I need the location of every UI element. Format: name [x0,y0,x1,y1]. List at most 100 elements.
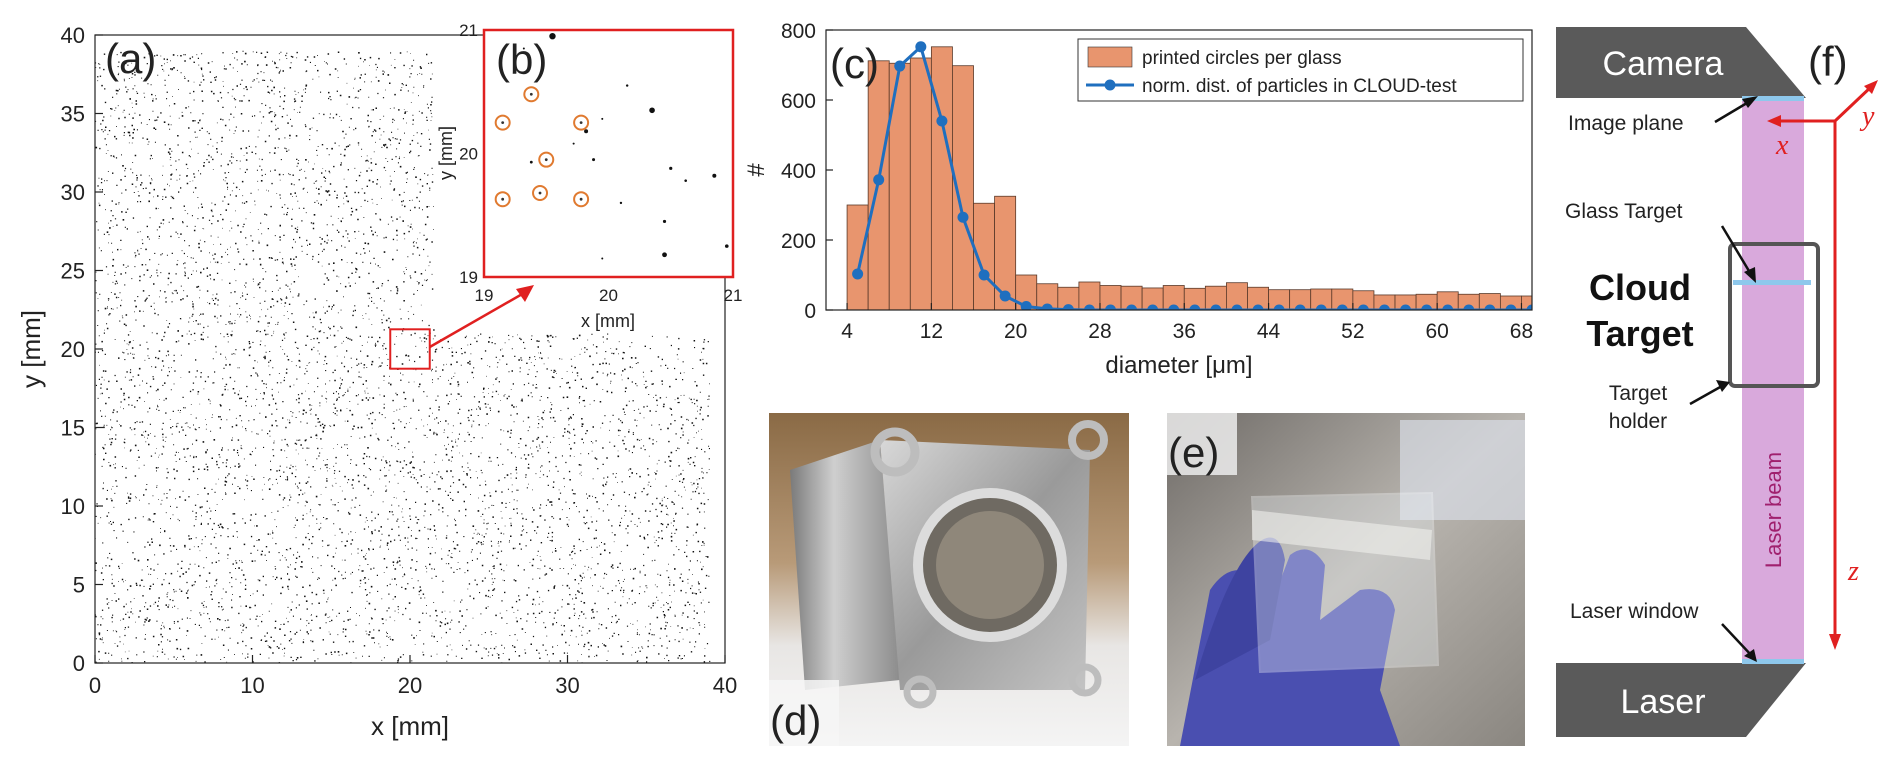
panel-b-y-tick-label: 19 [459,268,478,287]
cloud-test-marker [1168,304,1180,310]
glass-target-pointer [1720,225,1754,277]
panel-a-y-axis-label: y [mm] [16,310,46,388]
panel-e-photo: (e) [1167,413,1525,746]
legend-swatch-bars [1087,46,1133,68]
x-tick-label: 30 [555,673,579,698]
panel-b-y-tick-label: 21 [459,21,478,40]
camera-label: Camera [1603,45,1724,83]
glass-target-pointer-head [1744,267,1756,283]
cloud-test-marker [1147,304,1159,310]
mount-ring-bottom-left [903,675,937,709]
panel-b-x-tick-label: 19 [475,286,494,305]
cloud-test-marker [1126,304,1138,310]
c-y-tick-label: 800 [781,20,816,43]
histogram-bar [952,65,974,310]
cloud-test-marker [1273,304,1285,310]
highlighted-center [538,191,542,195]
c-y-tick-label: 0 [804,300,816,323]
c-x-tick-label: 28 [1088,320,1111,343]
panel-c-letter: (c) [830,40,879,87]
c-y-tick-label: 400 [781,160,816,183]
cloud-test-marker [1463,304,1475,310]
image-plane-label: Image plane [1568,112,1684,135]
y-axis-arrowhead [1864,80,1878,94]
cloud-test-marker [1484,304,1496,310]
panel-b-x-axis-label: x [mm] [581,311,635,331]
legend-label-line: norm. dist. of particles in CLOUD-test [1142,76,1457,97]
zoom-point [649,107,655,114]
panel-b-points [494,32,729,260]
highlighted-center [501,121,505,125]
panel-a-zoom-box [389,328,431,370]
zoom-point [572,142,575,145]
zoom-point [584,129,589,134]
y-tick-label: 20 [61,337,85,362]
cloud-test-marker [1252,304,1264,310]
photo-e-label-backdrop [1167,413,1237,475]
histogram-bar [909,57,932,310]
c-x-tick-label: 36 [1173,320,1196,343]
highlighted-circle [573,114,590,131]
c-y-tick-label: 200 [781,230,816,253]
zoom-point [625,84,629,87]
zoom-point [549,32,556,40]
highlighted-center [579,197,583,201]
highlighted-circle [532,185,549,202]
panel-b-frame [482,28,735,279]
highlighted-center [529,92,533,96]
y-tick-label: 5 [73,573,85,598]
c-x-tick-label: 20 [1004,320,1027,343]
mount-ring-top-left [870,427,920,477]
cloud-test-marker [1210,304,1222,310]
glass-target-plane [1733,280,1811,285]
panel-c-x-axis-label: diameter [μm] [1105,352,1252,379]
photo-d-label-backdrop [769,680,839,746]
zoom-point [724,244,729,248]
target-holder-outline [1728,242,1820,388]
highlighted-circle [538,151,555,168]
panel-d-photo: (d) [769,413,1129,746]
glass-target-label: Glass Target [1565,200,1683,223]
x-tick-label: 10 [240,673,264,698]
axis-label-y: y [1859,101,1875,132]
cloud-test-marker [936,115,948,127]
x-tick-label: 40 [713,673,737,698]
cloud-test-marker [894,60,906,72]
cloud-target-label-line1: Cloud [1589,267,1691,308]
panel-b-ticks: 19 20 21 19 20 21 [459,21,742,305]
cloud-test-marker [915,41,927,53]
z-axis-arrowhead [1829,634,1841,650]
cloud-test-marker [957,211,969,223]
cloud-test-marker [873,174,885,186]
cloud-test-marker [1357,304,1369,310]
cloud-test-marker [1442,304,1454,310]
zoom-point [662,252,667,258]
highlighted-circle [573,191,590,208]
legend-swatch-marker [1104,79,1116,91]
laser-window [1742,659,1804,664]
c-x-tick-label: 60 [1425,320,1448,343]
zoom-point [592,158,596,162]
cloud-test-marker [1041,303,1053,310]
y-tick-label: 40 [61,23,85,48]
y-tick-label: 0 [73,651,85,676]
legend-label-bars: printed circles per glass [1142,48,1342,69]
cloud-test-marker [1400,304,1412,310]
y-axis-line [1833,84,1874,123]
x-axis-arrowhead [1767,115,1781,127]
x-tick-label: 0 [89,673,101,698]
c-y-tick-label: 600 [781,90,816,113]
zoom-arrow-line [429,291,525,349]
image-plane-window [1742,96,1804,101]
highlighted-circle [494,191,511,208]
cloud-test-marker [978,269,990,281]
y-tick-label: 30 [61,180,85,205]
zoom-point [669,166,673,170]
zoom-point [619,201,623,205]
laser-block [1556,663,1806,737]
y-tick-label: 10 [61,494,85,519]
panel-b-x-tick-label: 21 [724,286,743,305]
image-plane-pointer-head [1742,96,1758,108]
zoom-point [601,257,604,260]
panel-a-letter: (a) [105,35,156,82]
